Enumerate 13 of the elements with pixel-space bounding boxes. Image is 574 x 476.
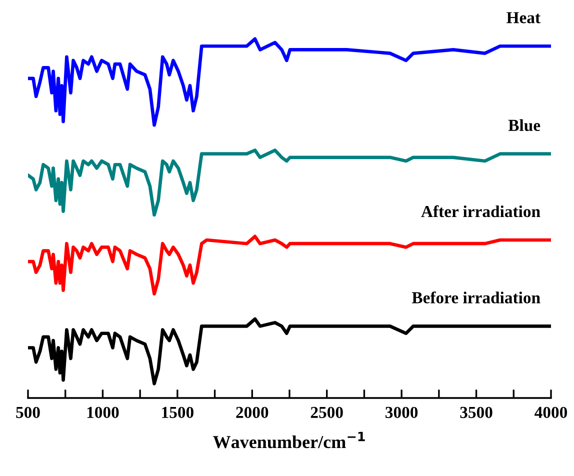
series-label: Before irradiation xyxy=(412,291,540,304)
x-tick-label: 3500 xyxy=(460,406,492,418)
x-tick-label: 2000 xyxy=(236,406,268,418)
x-tick-label: 2500 xyxy=(310,406,343,418)
x-tick-label: 1000 xyxy=(87,406,119,418)
x-tick-label: 1500 xyxy=(162,406,194,418)
series-label: After irradiation xyxy=(421,205,540,218)
x-axis-title: Wavenumber/cm$^{−1}$ xyxy=(213,432,365,448)
series-label: Heat xyxy=(506,12,540,24)
x-tick-label: 500 xyxy=(16,406,40,418)
x-tick-label: 4000 xyxy=(534,406,568,418)
x-tick-label: 3000 xyxy=(386,406,418,418)
series-label: Blue xyxy=(508,119,540,132)
